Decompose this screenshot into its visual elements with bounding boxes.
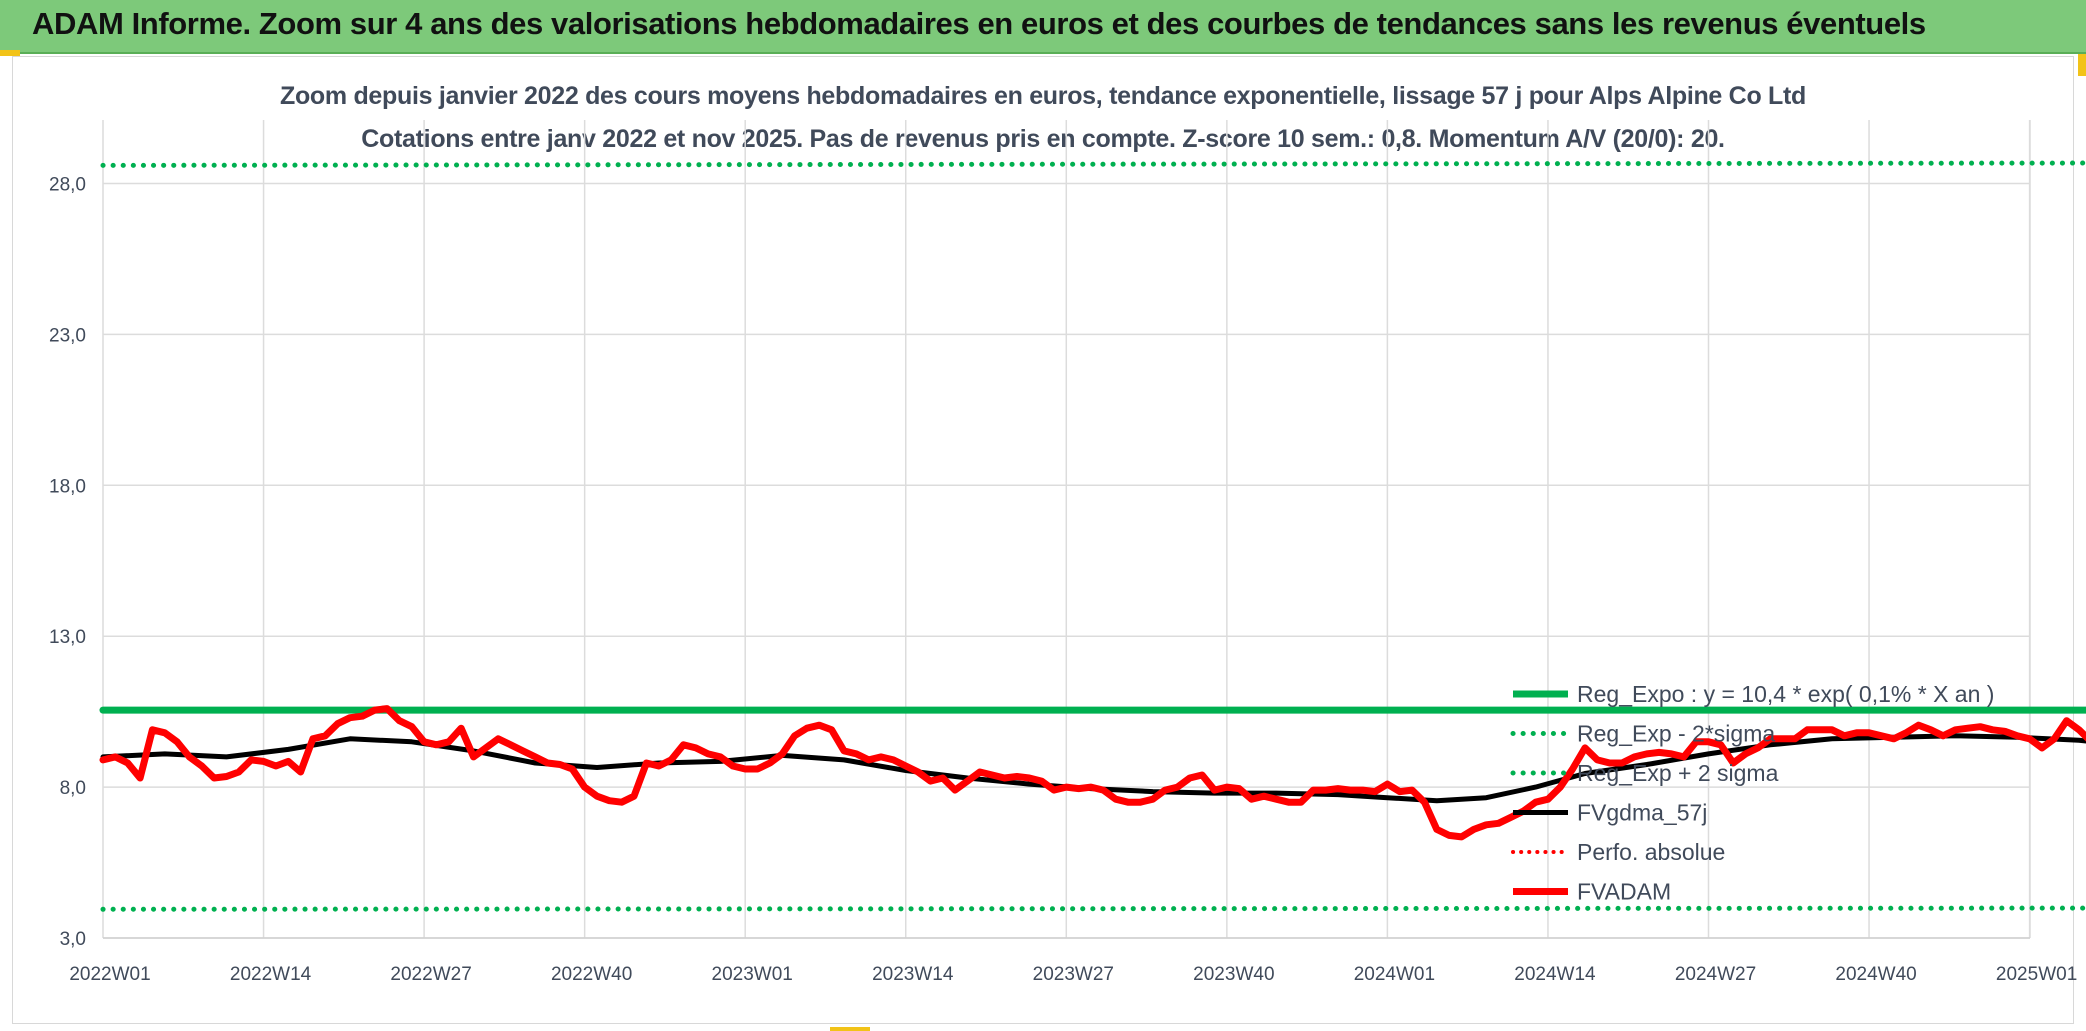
y-tick-label: 23,0 bbox=[49, 325, 86, 346]
y-axis-ticks: 3,0 8,0 13,0 18,0 23,0 28,0 bbox=[49, 175, 86, 951]
chart-series bbox=[99, 160, 2086, 912]
x-tick-label: 2022W14 bbox=[230, 964, 312, 985]
series-fvgdma-57j bbox=[100, 733, 2086, 804]
series-fvadam bbox=[99, 705, 2086, 841]
x-tick-label: 2022W01 bbox=[69, 964, 150, 985]
y-tick-label: 18,0 bbox=[49, 476, 86, 497]
chart-subtitle: Cotations entre janv 2022 et nov 2025. P… bbox=[361, 125, 1725, 153]
legend-label: Perfo. absolue bbox=[1577, 839, 1725, 865]
x-tick-label: 2023W01 bbox=[712, 964, 793, 985]
x-tick-label: 2024W40 bbox=[1835, 964, 1916, 985]
legend-label: Reg_Expo : y = 10,4 * exp( 0,1% * X an ) bbox=[1577, 681, 1994, 707]
y-tick-label: 3,0 bbox=[60, 929, 86, 950]
y-tick-label: 28,0 bbox=[49, 175, 86, 196]
report-title: ADAM Informe. Zoom sur 4 ans des valoris… bbox=[32, 6, 1926, 41]
chart-title: Zoom depuis janvier 2022 des cours moyen… bbox=[279, 82, 1807, 110]
chart-frame bbox=[12, 56, 2074, 1024]
y-tick-label: 13,0 bbox=[49, 627, 86, 648]
x-tick-label: 2024W14 bbox=[1514, 964, 1596, 985]
x-tick-label: 2025W01 bbox=[1996, 964, 2077, 985]
x-axis-ticks: 2022W01 2022W14 2022W27 2022W40 2023W01 2023W… bbox=[69, 964, 2077, 985]
x-tick-label: 2022W40 bbox=[551, 964, 632, 985]
x-tick-label: 2023W27 bbox=[1033, 964, 1114, 985]
y-tick-label: 8,0 bbox=[60, 778, 86, 799]
report-banner: ADAM Informe. Zoom sur 4 ans des valoris… bbox=[0, 0, 2086, 56]
x-tick-label: 2024W27 bbox=[1675, 964, 1756, 985]
x-tick-label: 2023W40 bbox=[1193, 964, 1274, 985]
x-tick-label: 2022W27 bbox=[390, 964, 471, 985]
legend-label: FVADAM bbox=[1577, 879, 1671, 905]
series-reg-exp-plus-2sigma bbox=[100, 160, 2086, 168]
bottom-accent bbox=[830, 1027, 870, 1031]
legend-label: Reg_Exp - 2*sigma bbox=[1577, 721, 1775, 747]
banner-accent-right bbox=[2078, 54, 2086, 76]
x-tick-label: 2023W14 bbox=[872, 964, 954, 985]
chart-grid bbox=[102, 120, 2031, 939]
x-tick-label: 2024W01 bbox=[1354, 964, 1435, 985]
series-reg-exp-minus-2sigma bbox=[100, 905, 2086, 912]
banner-accent-left bbox=[0, 50, 20, 56]
chart-legend: Reg_Expo : y = 10,4 * exp( 0,1% * X an )… bbox=[1510, 681, 1994, 905]
legend-label: Reg_Exp + 2 sigma bbox=[1577, 760, 1779, 786]
legend-label: FVgdma_57j bbox=[1577, 800, 1707, 826]
